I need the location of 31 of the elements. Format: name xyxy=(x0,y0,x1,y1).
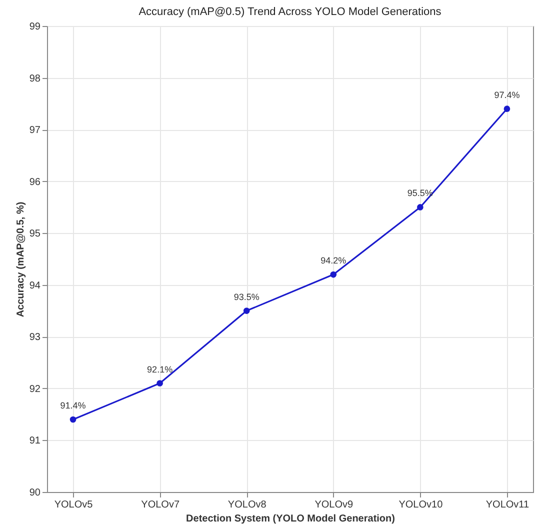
data-label: 92.1% xyxy=(147,364,173,374)
point xyxy=(330,271,337,278)
y-axis-title: Accuracy (mAP@0.5, %) xyxy=(15,202,26,318)
data-label: 97.4% xyxy=(494,90,520,100)
x-tick-label: YOLOv8 xyxy=(228,500,267,510)
y-tick-label: 98 xyxy=(29,73,41,84)
chart-title: Accuracy (mAP@0.5) Trend Across YOLO Model Generations xyxy=(138,6,442,18)
x-axis-title: Detection System (YOLO Model Generation) xyxy=(186,514,395,524)
y-tick-label: 93 xyxy=(29,332,41,344)
y-tick-label: 97 xyxy=(29,125,41,136)
data-label: 93.5% xyxy=(234,292,260,302)
x-tick-label: YOLOv7 xyxy=(141,500,180,510)
y-tick-label: 94 xyxy=(29,280,41,292)
point xyxy=(70,416,76,423)
y-tick-label: 96 xyxy=(29,176,41,188)
x-tick-label: YOLOv10 xyxy=(398,500,444,510)
x-tick-label: YOLOv11 xyxy=(486,500,530,510)
data-label: 95.5% xyxy=(407,188,433,198)
data-label: 91.4% xyxy=(60,400,86,411)
point xyxy=(504,106,510,112)
y-tick-label: 95 xyxy=(29,228,41,240)
y-tick-label: 90 xyxy=(29,488,41,498)
y-tick-label: 99 xyxy=(29,22,41,32)
point xyxy=(156,380,163,386)
x-tick-label: YOLOv5 xyxy=(54,500,94,510)
y-tick-label: 91 xyxy=(29,436,41,447)
point xyxy=(417,204,424,210)
data-label: 94.2% xyxy=(320,256,346,266)
y-tick-label: 92 xyxy=(29,384,41,395)
x-tick-label: YOLOv9 xyxy=(314,500,354,510)
point xyxy=(243,308,250,314)
